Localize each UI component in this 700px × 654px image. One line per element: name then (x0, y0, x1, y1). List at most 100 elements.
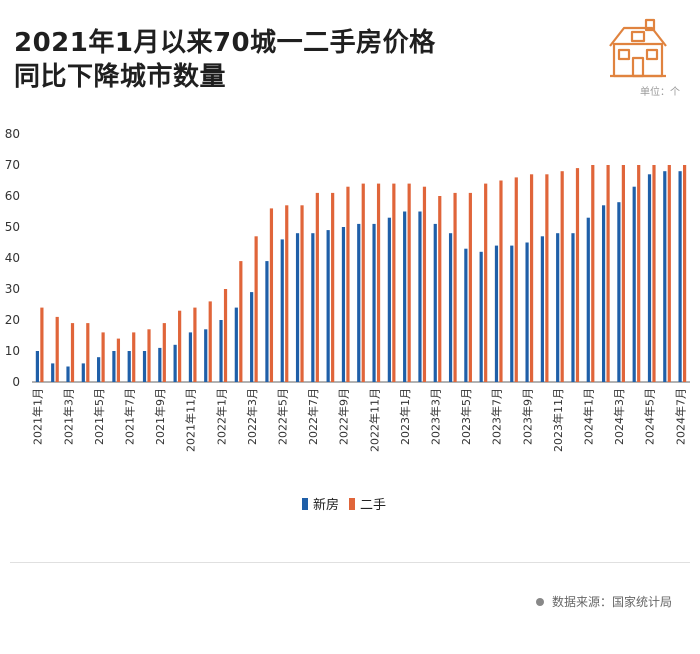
y-tick-label: 60 (5, 189, 20, 203)
bar-new (295, 233, 300, 382)
bar-second (637, 165, 641, 382)
bar-new (510, 245, 514, 382)
bar-second (606, 165, 610, 382)
bar-new (311, 233, 315, 382)
x-tick-label: 2024年5月 (643, 388, 657, 445)
source-note: 数据来源：国家统计局 (535, 593, 672, 610)
bar-new (571, 233, 575, 382)
bar-new (204, 329, 208, 382)
legend-item-new: 新房 (302, 494, 339, 513)
bar-second (652, 165, 656, 382)
bar-new (479, 251, 483, 382)
bar-new (219, 320, 223, 382)
bar-second (514, 177, 518, 382)
y-tick-label: 80 (5, 127, 20, 141)
bar-second (285, 205, 289, 382)
bar-new (448, 233, 453, 382)
x-tick-label: 2022年1月 (214, 388, 228, 445)
bar-second (147, 329, 151, 382)
bar-new (372, 223, 376, 382)
x-tick-label: 2023年5月 (459, 388, 473, 445)
bar-second (101, 332, 105, 382)
bar-second (315, 192, 319, 382)
bar-new (188, 332, 193, 382)
bar-new (617, 202, 621, 382)
y-tick-label: 70 (5, 158, 20, 172)
bar-new (601, 205, 606, 382)
bar-new (326, 230, 330, 382)
y-tick-label: 50 (5, 220, 20, 234)
x-tick-label: 2023年1月 (398, 388, 412, 445)
bar-second (300, 205, 304, 382)
bar-new (234, 307, 238, 382)
x-tick-label: 2021年5月 (92, 388, 106, 445)
x-tick-label: 2022年7月 (306, 388, 320, 445)
x-tick-label: 2024年7月 (673, 388, 687, 445)
bar-second (331, 192, 335, 382)
bar-new (418, 211, 422, 382)
bar-second (208, 301, 212, 382)
y-tick-label: 0 (12, 375, 20, 389)
bar-new (112, 351, 116, 382)
bar-second (239, 261, 243, 382)
bar-new (142, 351, 147, 382)
bar-new (280, 239, 284, 382)
legend-swatch-new (302, 497, 308, 510)
bar-new (81, 363, 85, 382)
bar-second (376, 183, 381, 382)
unit-label: 单位：个 (640, 87, 680, 98)
legend-item-second: 二手 (349, 494, 386, 513)
bar-second (560, 171, 564, 382)
bar-new (525, 242, 529, 382)
x-tick-label: 2023年3月 (429, 388, 443, 445)
legend-swatch-second (349, 497, 356, 510)
bar-second (591, 165, 595, 382)
bar-new (464, 248, 468, 382)
bar-chart: 0 10 20 30 40 50 60 70 80 2021年1月 2021年3月 2021年5月 20… (5, 127, 690, 452)
bar-second (529, 174, 534, 382)
bar-second (70, 323, 75, 382)
source-text: 数据来源：国家统计局 (551, 595, 672, 609)
bar-new (586, 217, 590, 382)
bar-second (162, 323, 166, 382)
bar-new (250, 292, 254, 382)
bar-second (682, 165, 687, 382)
x-tick-label: 2021年9月 (153, 388, 167, 445)
bar-new (66, 366, 70, 382)
bar-second (361, 183, 365, 382)
bar-second (269, 208, 274, 382)
bar-new (540, 236, 544, 382)
bar-second (178, 310, 182, 382)
chart-title: 2021年1月以来70城一二手房价格 同比下降城市数量 (14, 26, 436, 94)
bar-new (357, 223, 361, 382)
title-line-1: 2021年1月以来70城一二手房价格 (14, 28, 436, 58)
bar-second (193, 307, 197, 382)
bar-new (173, 344, 177, 382)
bar-second (438, 196, 442, 382)
footer-divider (10, 562, 690, 563)
x-tick-label: 2021年1月 (31, 388, 45, 445)
bar-second (392, 183, 396, 382)
x-tick-label: 2024年1月 (582, 388, 596, 445)
x-tick-label: 2024年3月 (612, 388, 626, 445)
bar-second (422, 186, 427, 382)
house-icon (606, 18, 670, 80)
x-tick-label: 2021年3月 (61, 388, 75, 445)
bar-new (647, 174, 652, 382)
y-tick-label: 30 (5, 282, 20, 296)
bar-new (556, 233, 560, 382)
bar-second (40, 307, 44, 382)
y-tick-label: 20 (5, 313, 20, 327)
bar-second (346, 186, 350, 382)
x-tick-label: 2022年9月 (337, 388, 351, 445)
bar-new (678, 171, 682, 382)
bar-second (453, 192, 457, 382)
legend-label-second: 二手 (360, 498, 387, 513)
bar-second (484, 183, 488, 382)
bar-new (265, 261, 269, 382)
x-tick-label: 2023年9月 (520, 388, 534, 445)
bar-second (254, 236, 258, 382)
y-tick-label: 40 (5, 251, 20, 265)
bar-second (407, 183, 411, 382)
bar-second (116, 338, 121, 382)
